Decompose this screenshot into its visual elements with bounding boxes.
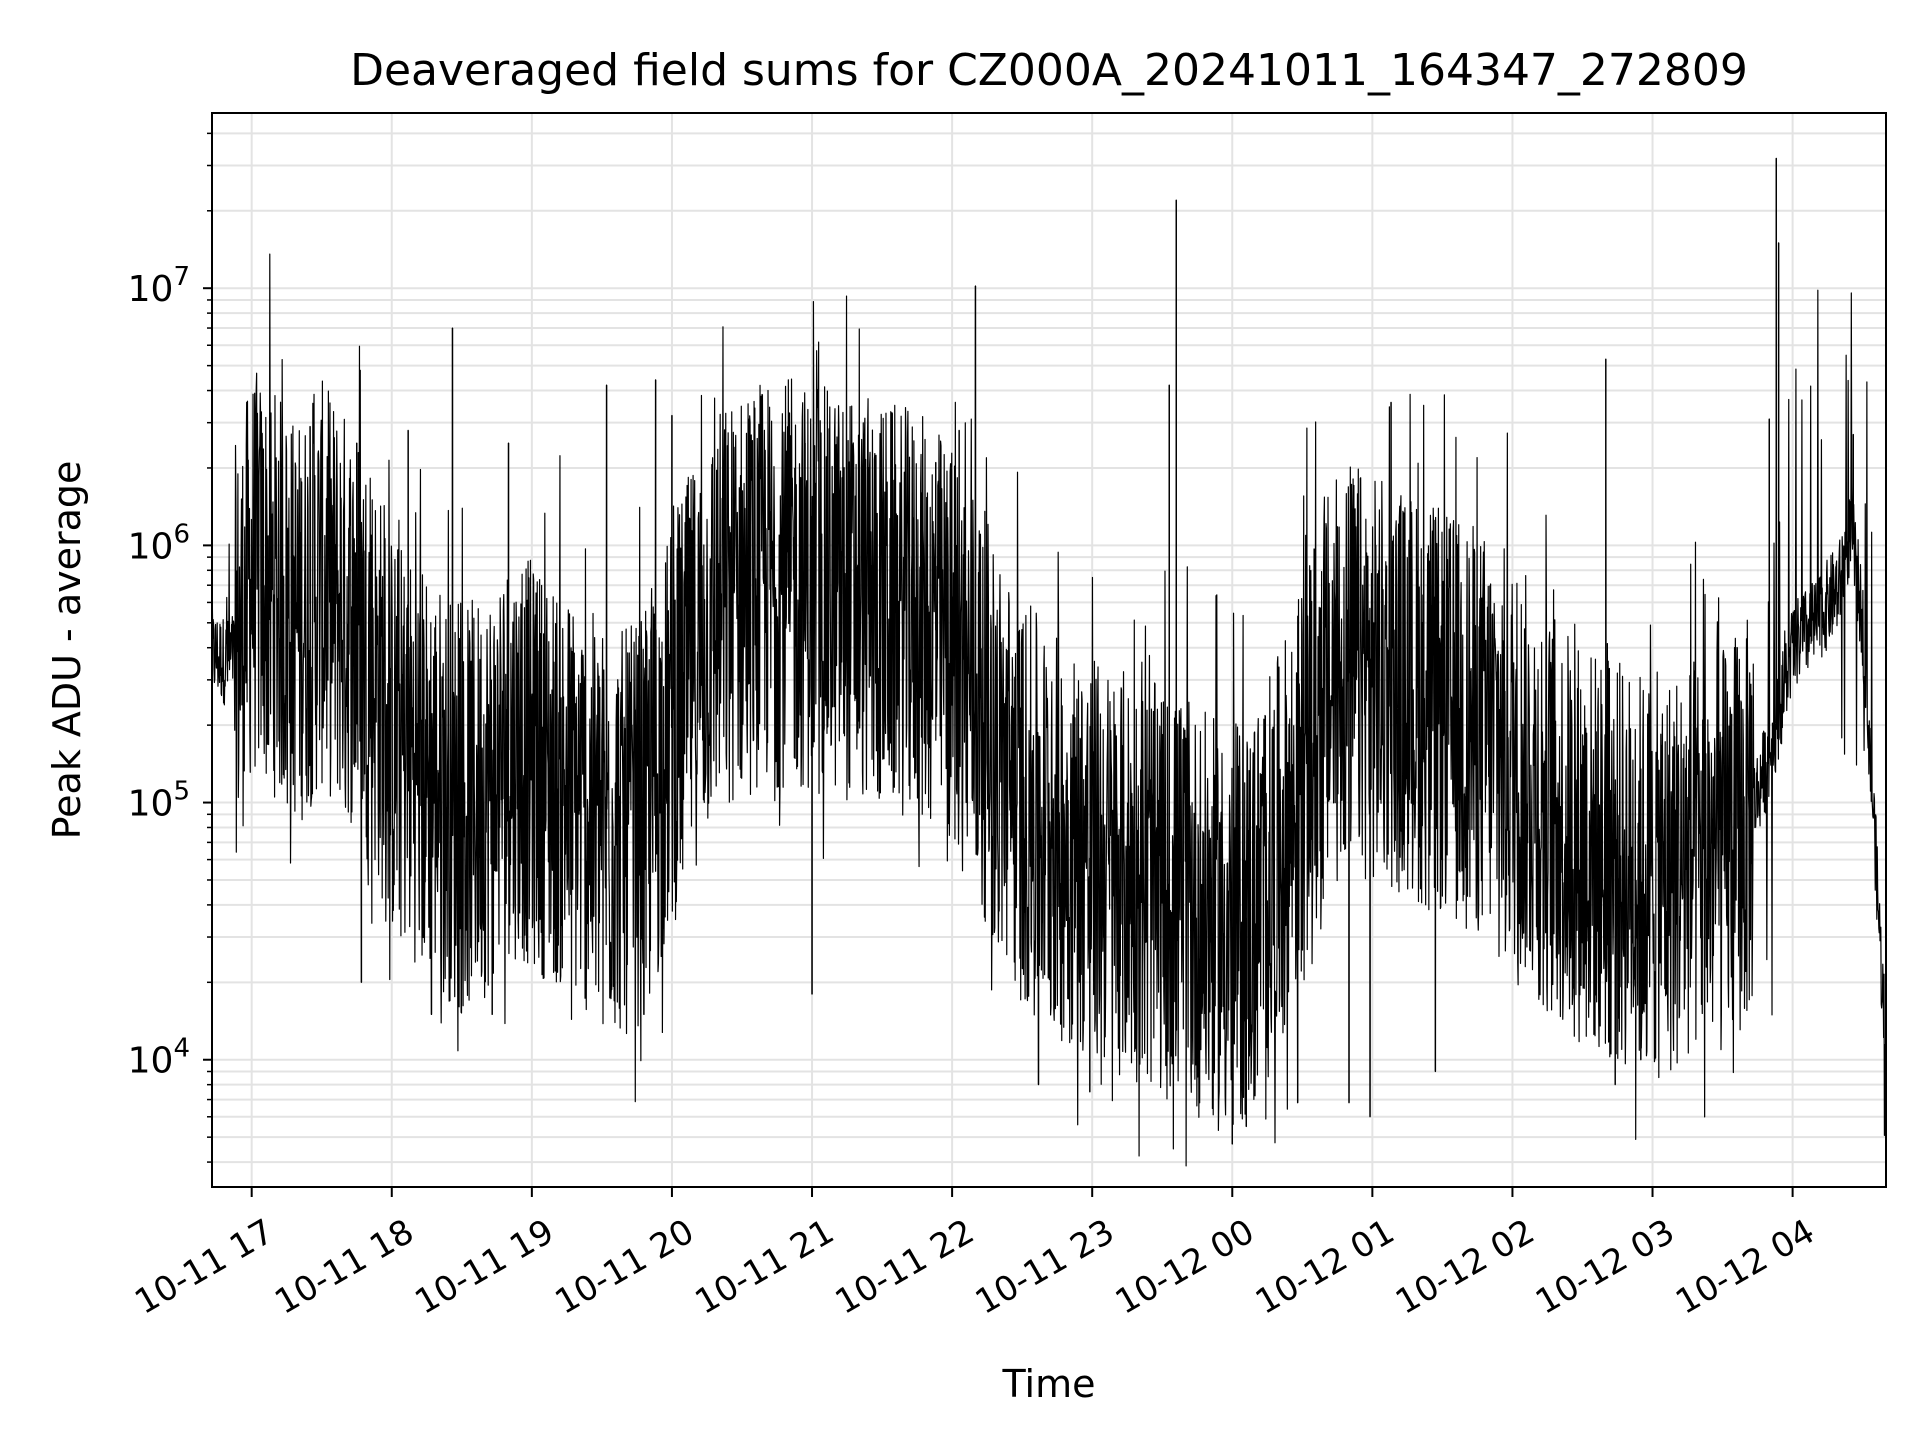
series-line	[211, 157, 1887, 1167]
y-axis-label: Peak ADU - average	[45, 461, 89, 840]
y-tick-label: 104	[128, 1034, 190, 1082]
plot-frame	[211, 112, 1887, 1188]
y-tick-label: 106	[128, 519, 190, 567]
y-tick-label: 107	[128, 262, 190, 310]
x-axis-label: Time	[1002, 1362, 1096, 1406]
y-tick-label: 105	[128, 777, 190, 825]
chart-title: Deaveraged field sums for CZ000A_2024101…	[350, 45, 1748, 96]
series-layer	[211, 157, 1887, 1167]
